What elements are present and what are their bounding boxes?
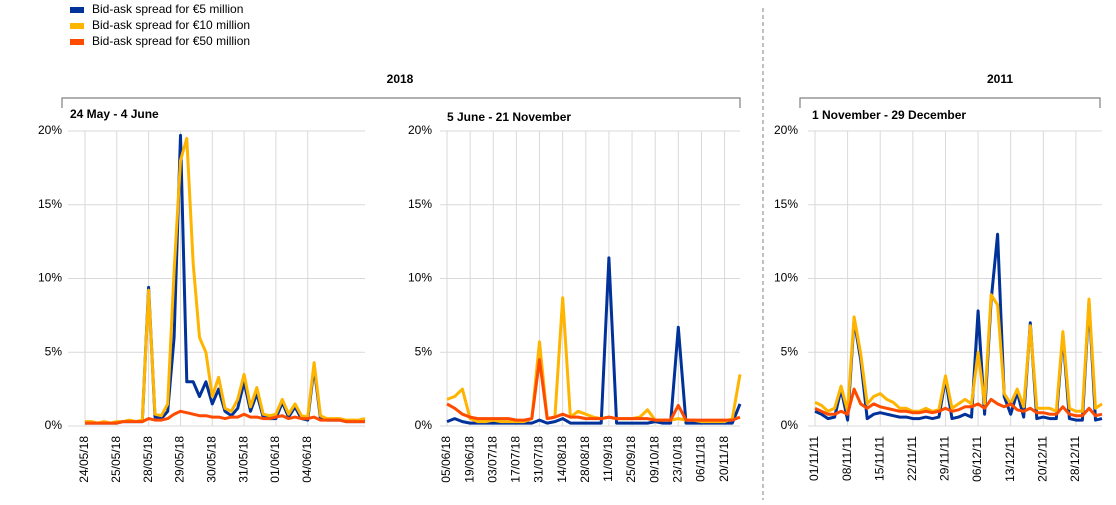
x-tick-label: 20/11/18 xyxy=(717,436,731,482)
x-tick-label: 20/12/11 xyxy=(1035,436,1049,482)
y-tick-label: 0% xyxy=(415,418,433,432)
y-tick-label: 5% xyxy=(415,344,433,358)
y-tick-label: 0% xyxy=(45,418,63,432)
x-tick-label: 25/09/18 xyxy=(624,436,638,483)
x-tick-label: 29/05/18 xyxy=(173,436,187,483)
x-tick-label: 06/11/18 xyxy=(694,436,708,482)
y-tick-label: 15% xyxy=(408,197,432,211)
x-tick-label: 31/05/18 xyxy=(236,436,250,483)
series-line xyxy=(814,293,1103,413)
y-tick-label: 10% xyxy=(38,271,62,285)
x-tick-label: 28/08/18 xyxy=(578,436,592,483)
legend-swatch xyxy=(70,7,84,13)
x-tick-label: 09/10/18 xyxy=(647,436,661,483)
series-line xyxy=(85,133,365,425)
bracket xyxy=(61,97,741,108)
legend-label: Bid-ask spread for €50 million xyxy=(92,34,250,48)
x-tick-label: 19/06/18 xyxy=(462,436,476,483)
y-tick-label: 10% xyxy=(774,271,798,285)
x-tick-label: 28/12/11 xyxy=(1068,436,1082,482)
x-tick-label: 08/11/11 xyxy=(840,436,854,481)
group-label: 2018 xyxy=(387,72,414,86)
legend-label: Bid-ask spread for €5 million xyxy=(92,2,243,16)
x-tick-label: 17/07/18 xyxy=(509,436,523,483)
x-tick-label: 04/06/18 xyxy=(300,436,314,483)
y-tick-label: 20% xyxy=(38,123,62,137)
y-tick-label: 15% xyxy=(38,197,62,211)
y-tick-label: 20% xyxy=(408,123,432,137)
x-tick-label: 22/11/11 xyxy=(905,436,919,481)
y-tick-label: 5% xyxy=(45,344,63,358)
x-tick-label: 24/05/18 xyxy=(77,436,91,483)
panel-title: 24 May - 4 June xyxy=(70,107,159,121)
series-line xyxy=(446,358,741,422)
x-tick-label: 23/10/18 xyxy=(670,436,684,483)
series-line xyxy=(446,296,742,424)
series-line xyxy=(85,409,365,425)
bracket xyxy=(799,97,1101,108)
y-tick-label: 15% xyxy=(774,197,798,211)
x-tick-label: 13/12/11 xyxy=(1003,436,1017,482)
y-tick-label: 20% xyxy=(774,123,798,137)
legend-swatch xyxy=(70,39,84,45)
x-tick-label: 01/11/11 xyxy=(807,436,821,481)
series-line xyxy=(85,136,366,425)
x-tick-label: 06/12/11 xyxy=(970,436,984,482)
x-tick-label: 31/07/18 xyxy=(532,436,546,483)
series-line xyxy=(814,387,1103,418)
legend-label: Bid-ask spread for €10 million xyxy=(92,18,250,32)
x-tick-label: 03/07/18 xyxy=(485,436,499,483)
x-tick-label: 29/11/11 xyxy=(938,436,952,481)
y-tick-label: 5% xyxy=(781,344,799,358)
y-tick-label: 10% xyxy=(408,271,432,285)
legend-swatch xyxy=(70,23,84,29)
x-tick-label: 01/06/18 xyxy=(268,436,282,483)
panel-title: 1 November - 29 December xyxy=(812,108,966,122)
x-tick-label: 05/06/18 xyxy=(439,436,453,483)
series-line xyxy=(446,256,742,425)
group-label: 2011 xyxy=(987,72,1013,86)
x-tick-label: 30/05/18 xyxy=(204,436,218,483)
x-tick-label: 11/09/18 xyxy=(601,436,615,482)
x-tick-label: 15/11/11 xyxy=(872,436,886,481)
x-tick-label: 14/08/18 xyxy=(555,436,569,483)
panel-title: 5 June - 21 November xyxy=(447,110,571,124)
x-tick-label: 25/05/18 xyxy=(109,436,123,483)
x-tick-label: 28/05/18 xyxy=(141,436,155,483)
y-tick-label: 0% xyxy=(781,418,799,432)
